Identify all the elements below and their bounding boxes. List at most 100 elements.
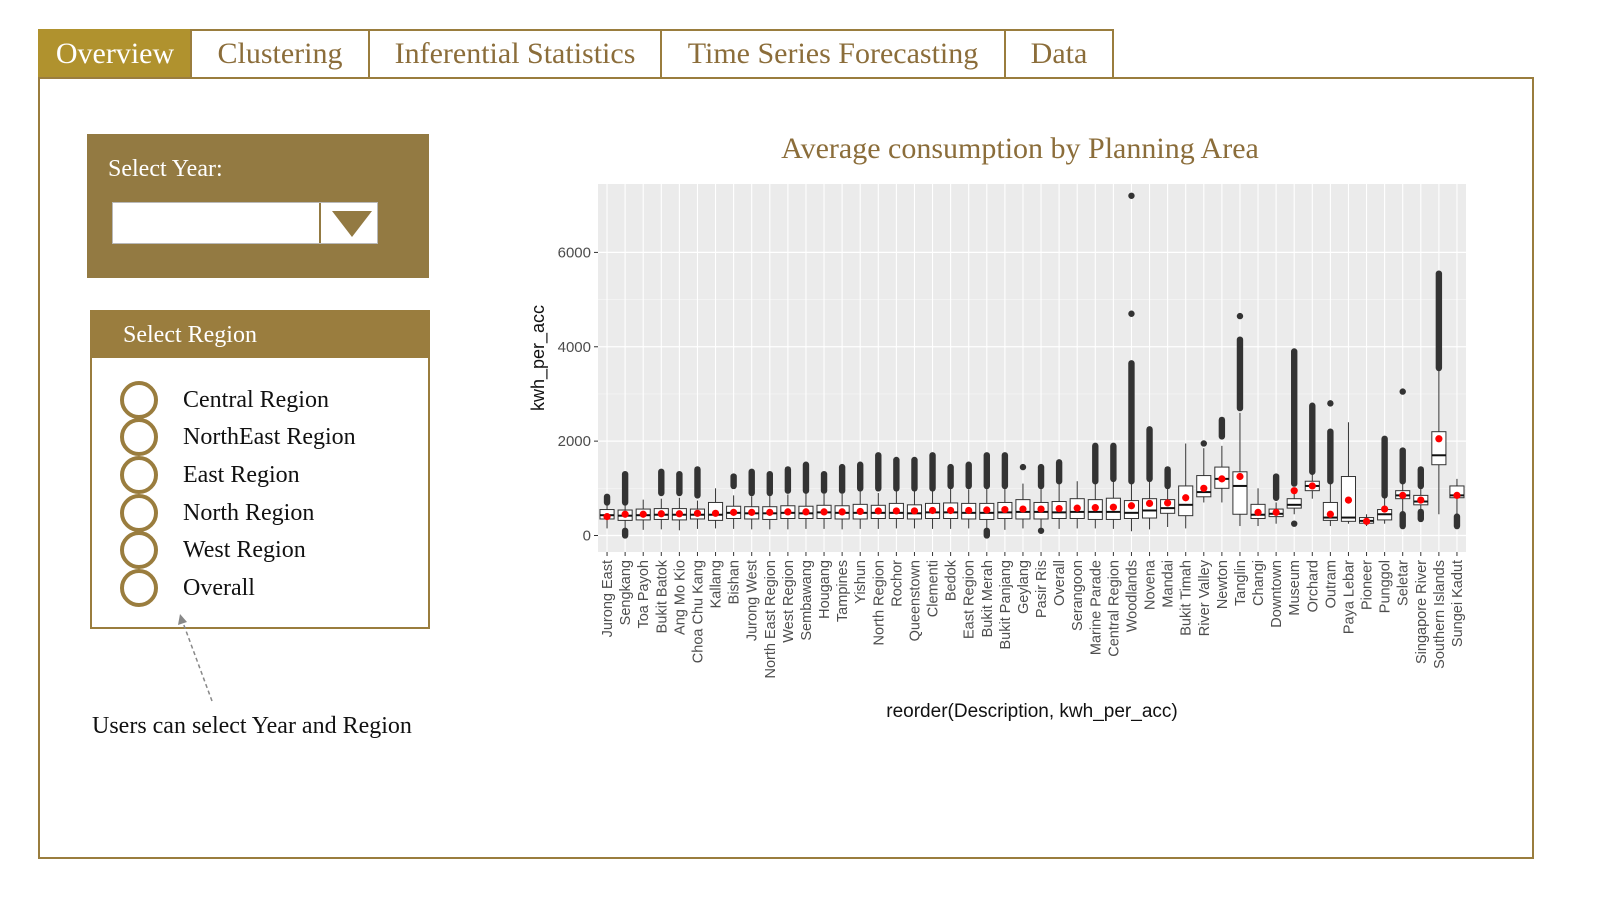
box-sembawang (798, 461, 814, 529)
mean-point (748, 508, 756, 516)
outlier-cluster (802, 461, 810, 494)
arrow-head-icon (178, 614, 187, 625)
overview-panel (38, 77, 1534, 859)
x-tick-label: Bedok (944, 559, 960, 601)
tab-data[interactable]: Data (1004, 29, 1114, 79)
x-tick-label: Paya Lebar (1341, 560, 1357, 634)
outlier-cluster (929, 452, 936, 492)
dropdown-divider (319, 203, 321, 243)
mean-point (965, 506, 973, 515)
outlier-cluster (1417, 508, 1424, 523)
mean-point (784, 508, 792, 516)
x-axis-label: reorder(Description, kwh_per_acc) (886, 701, 1177, 722)
mean-point (1381, 505, 1389, 513)
x-tick-label: West Region (781, 560, 797, 643)
box-singapore-river (1413, 466, 1429, 523)
x-tick-label: Tampines (835, 560, 851, 622)
x-tick-label: Bukit Merah (980, 560, 996, 637)
y-tick-label: 0 (583, 527, 591, 544)
outlier-cluster (1092, 442, 1099, 485)
outlier-cluster (857, 461, 864, 492)
box-jurong-west (744, 468, 760, 530)
box-changi (1250, 488, 1266, 527)
x-tick-label: Choa Chu Kang (690, 560, 706, 663)
outlier-point (1236, 312, 1244, 320)
box-overall (1051, 459, 1067, 529)
x-tick-label: Clementi (926, 560, 942, 617)
mean-point (1055, 504, 1063, 513)
radio-northeast-region[interactable]: NorthEast Region (120, 418, 356, 456)
radio-icon[interactable] (120, 418, 158, 456)
x-tick-label: Toa Payoh (636, 560, 652, 629)
radio-icon[interactable] (120, 381, 158, 419)
mean-point (639, 510, 647, 518)
x-tick-label: Jurong East (600, 560, 616, 637)
box-woodlands (1123, 192, 1140, 532)
radio-overall[interactable]: Overall (120, 569, 255, 607)
radio-label: NorthEast Region (183, 423, 356, 450)
iqr-box (1232, 471, 1248, 515)
x-tick-label: Rochor (889, 560, 905, 607)
mean-point (1290, 487, 1298, 495)
year-dropdown[interactable] (112, 202, 378, 244)
box-newton (1214, 416, 1230, 503)
radio-west-region[interactable]: West Region (120, 531, 306, 569)
y-tick-label: 4000 (558, 339, 591, 356)
box-marine-parade (1087, 442, 1103, 529)
mean-point (1453, 491, 1461, 499)
x-tick-label: Punggol (1378, 560, 1394, 613)
box-choa-chu-kang (689, 466, 706, 529)
box-sungei-kadut (1449, 478, 1465, 530)
box-north-east-region (762, 470, 778, 530)
y-axis: 0 2000 4000 6000 (558, 244, 598, 544)
outlier-cluster (621, 470, 629, 506)
box-series (599, 192, 1465, 539)
x-tick-label: Woodlands (1124, 560, 1140, 632)
x-tick-label: Sengkang (618, 560, 634, 625)
radio-central-region[interactable]: Central Region (120, 381, 329, 419)
mean-point (1164, 499, 1172, 507)
mean-point (1109, 503, 1117, 511)
tab-inferential-statistics[interactable]: Inferential Statistics (368, 29, 660, 79)
mean-point (1145, 499, 1154, 508)
box-pasir-ris (1033, 463, 1049, 534)
tab-overview[interactable]: Overview (38, 29, 190, 79)
box-queenstown (906, 456, 923, 529)
outlier-cluster (784, 466, 792, 494)
chevron-down-icon[interactable] (332, 211, 372, 237)
box-jurong-east (599, 493, 615, 529)
x-tick-label: Sungei Kadut (1450, 560, 1466, 647)
x-tick-label: Mandai (1161, 560, 1177, 608)
mean-point (1019, 505, 1027, 513)
outlier-cluster (911, 456, 918, 492)
mean-point (838, 508, 846, 516)
outlier-cluster (965, 461, 972, 490)
radio-north-region[interactable]: North Region (120, 494, 314, 532)
box-clementi (924, 452, 941, 529)
y-tick-label: 2000 (558, 433, 591, 450)
box-west-region (780, 466, 796, 530)
x-tick-label: Ang Mo Kio (672, 560, 688, 635)
mean-point (1399, 491, 1407, 499)
x-tick-label: Novena (1143, 559, 1159, 610)
box-bukit-batok (653, 468, 669, 530)
outlier-cluster (1381, 435, 1388, 499)
box-punggol (1377, 435, 1393, 524)
radio-icon[interactable] (120, 569, 158, 607)
radio-label: North Region (183, 499, 315, 526)
box-southern-islands (1431, 270, 1447, 515)
x-tick-label: Bukit Batok (654, 559, 670, 633)
radio-icon[interactable] (120, 456, 158, 494)
radio-icon[interactable] (120, 531, 158, 569)
mean-point (657, 510, 665, 518)
mean-point (1417, 496, 1425, 504)
radio-icon[interactable] (120, 494, 158, 532)
tab-time-series-forecasting[interactable]: Time Series Forecasting (660, 29, 1004, 79)
x-tick-label: Orchard (1305, 560, 1321, 612)
mean-point (1037, 505, 1045, 513)
radio-east-region[interactable]: East Region (120, 456, 300, 494)
tab-clustering[interactable]: Clustering (190, 29, 368, 79)
outlier-cluster (1291, 348, 1298, 487)
x-tick-label: Changi (1251, 560, 1267, 606)
box-bukit-merah (979, 452, 995, 539)
